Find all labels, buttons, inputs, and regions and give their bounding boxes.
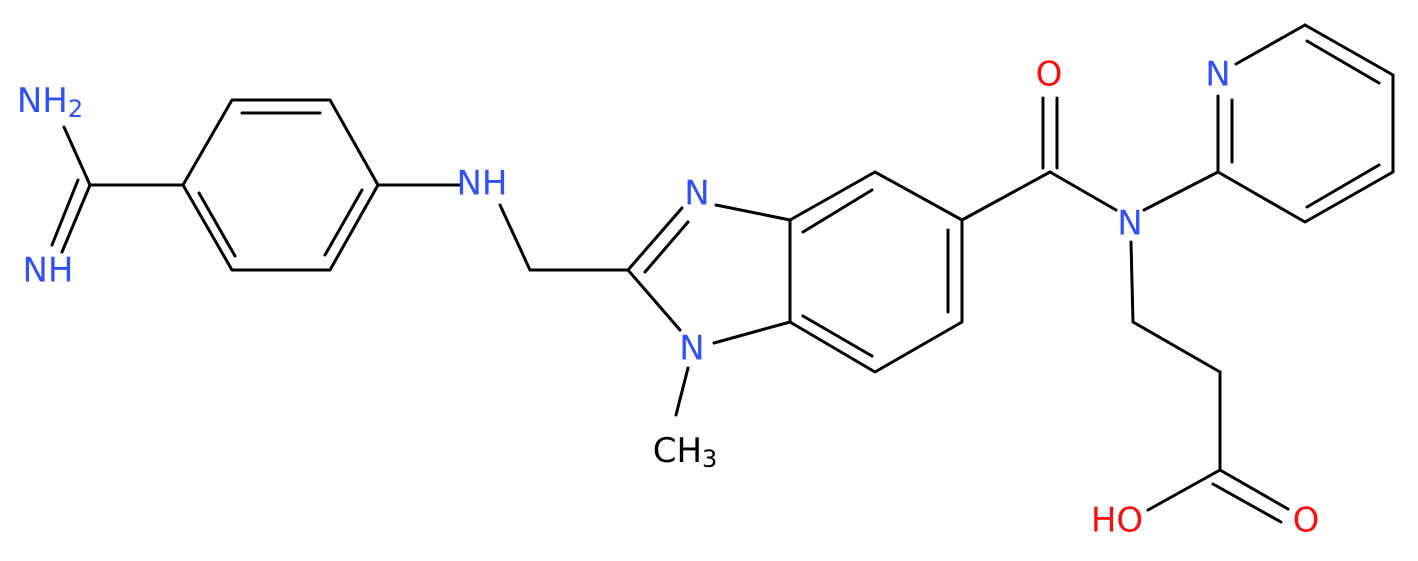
atom-label: N [1205, 55, 1230, 95]
ring [788, 170, 964, 374]
bond [714, 203, 792, 222]
bond [62, 125, 92, 187]
bond [712, 320, 792, 345]
atom-label: N [679, 329, 704, 369]
bond [643, 220, 690, 274]
bond [1129, 240, 1135, 324]
bond [960, 170, 1052, 222]
bond [1218, 468, 1290, 511]
bond [323, 188, 364, 257]
bond [1211, 482, 1283, 524]
bond [674, 366, 690, 417]
ring [181, 98, 380, 272]
atom-label: HO [1091, 501, 1143, 541]
atom-label: NH2 [17, 81, 83, 124]
bond [50, 178, 80, 247]
atom-label: CH3 [653, 431, 718, 474]
atom-label: NH [23, 251, 74, 291]
bond [626, 268, 682, 332]
atom-label: O [1293, 501, 1320, 541]
bond [1048, 170, 1118, 212]
bond [60, 183, 92, 254]
atom-labels: NH2 NH NH N N CH3 O N N HO O [17, 55, 1320, 541]
bond [1146, 468, 1222, 512]
bond [1234, 23, 1307, 66]
bond [801, 188, 874, 234]
ring [1216, 23, 1395, 224]
bond [801, 314, 874, 358]
bond [197, 191, 237, 258]
atom-label: N [684, 174, 709, 214]
bond [498, 203, 532, 272]
bonds [50, 23, 1395, 524]
atom-label: O [1036, 55, 1063, 95]
atom-label: N [1117, 204, 1142, 244]
bond [626, 206, 684, 272]
bond [1305, 163, 1381, 209]
bond [1142, 170, 1220, 212]
bond [1305, 39, 1381, 85]
atom-label: NH [457, 164, 508, 204]
bond [1131, 320, 1222, 374]
